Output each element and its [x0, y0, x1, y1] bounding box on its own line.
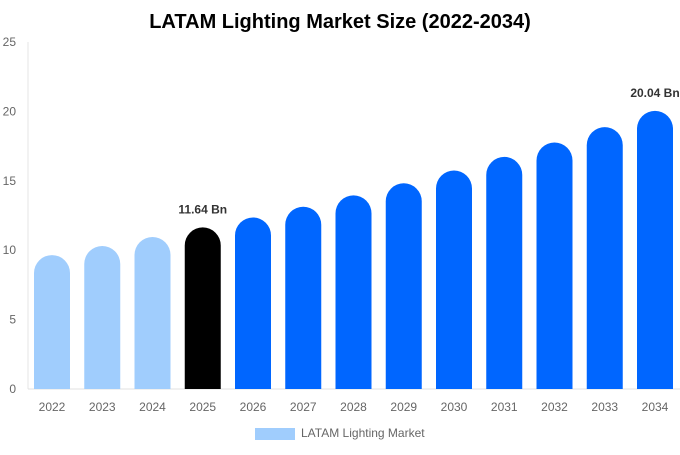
bar-2024 — [134, 237, 171, 389]
y-tick-label: 25 — [3, 35, 17, 49]
bar-2027 — [285, 206, 322, 389]
bar-2029 — [385, 183, 422, 389]
legend[interactable]: LATAM Lighting Market — [255, 426, 425, 440]
x-tick-label: 2027 — [290, 400, 317, 414]
legend-swatch — [255, 428, 295, 440]
bar-2034 — [637, 110, 673, 390]
x-tick-label: 2029 — [390, 400, 417, 414]
x-tick-label: 2033 — [591, 400, 618, 414]
bar-2031 — [486, 156, 523, 389]
legend-label: LATAM Lighting Market — [301, 426, 425, 440]
bar-2028 — [335, 195, 372, 389]
chart-title: LATAM Lighting Market Size (2022-2034) — [149, 11, 531, 33]
x-tick-label: 2025 — [189, 400, 216, 414]
x-tick-label: 2022 — [39, 400, 66, 414]
x-tick-label: 2031 — [491, 400, 518, 414]
bars — [34, 110, 673, 390]
x-tick-label: 2030 — [441, 400, 468, 414]
x-tick-label: 2032 — [541, 400, 568, 414]
bar-2032 — [536, 142, 573, 389]
y-tick-label: 10 — [3, 243, 17, 257]
bar-2033 — [586, 127, 623, 389]
data-label-2025: 11.64 Bn — [178, 202, 227, 216]
bar-2023 — [84, 246, 121, 389]
x-tick-label: 2034 — [642, 400, 669, 414]
y-tick-label: 5 — [9, 313, 16, 327]
y-tick-label: 20 — [3, 104, 17, 118]
x-tick-label: 2026 — [240, 400, 267, 414]
data-labels: 11.64 Bn 20.04 Bn — [178, 86, 679, 217]
y-tick-label: 15 — [3, 174, 17, 188]
bar-2026 — [235, 217, 271, 389]
x-tick-label: 2023 — [89, 400, 116, 414]
bar-2025 — [184, 227, 221, 389]
x-tick-label: 2028 — [340, 400, 367, 414]
x-tick-label: 2024 — [139, 400, 166, 414]
y-tick-label: 0 — [9, 382, 16, 396]
data-label-2034: 20.04 Bn — [630, 86, 679, 100]
bar-2030 — [436, 170, 472, 389]
bar-2022 — [34, 255, 70, 389]
